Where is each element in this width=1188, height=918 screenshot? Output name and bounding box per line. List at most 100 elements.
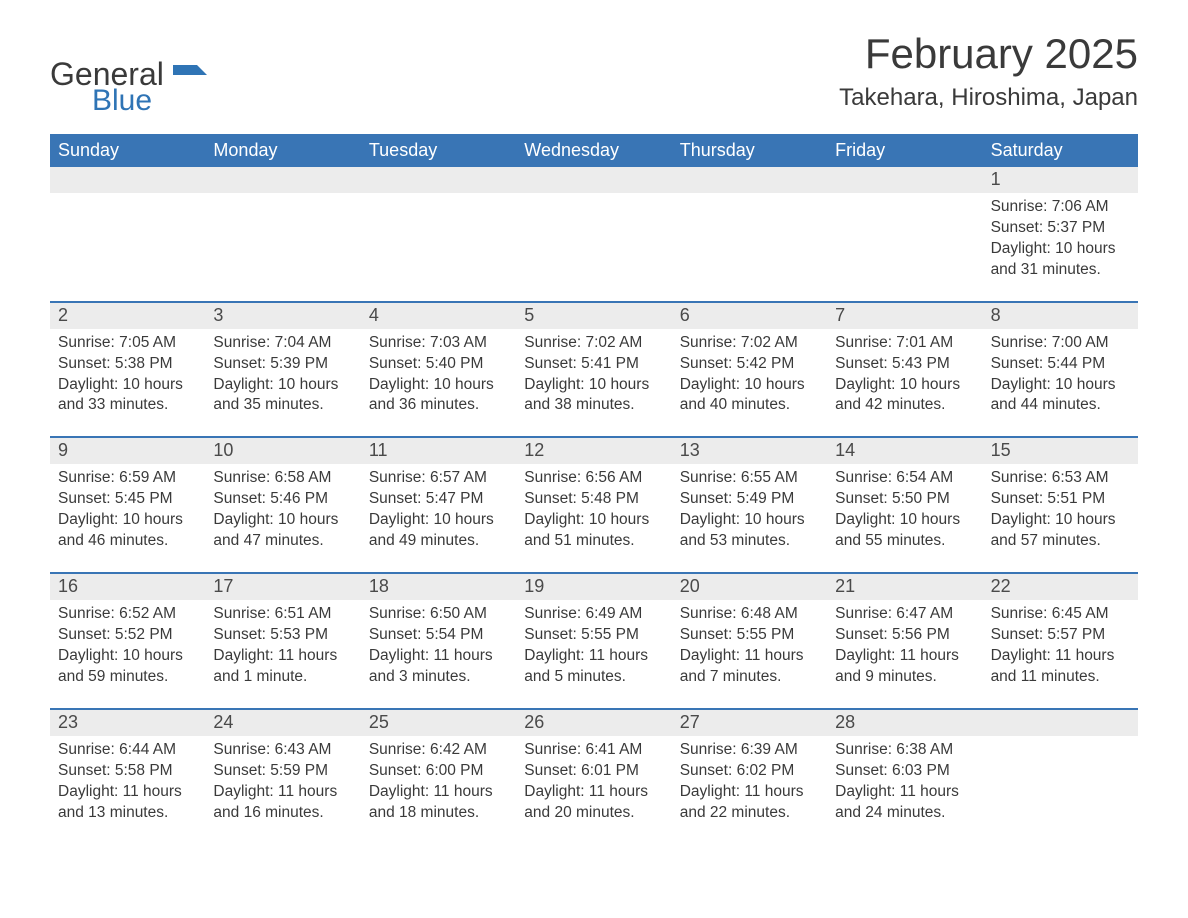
day-info: Sunrise: 6:39 AMSunset: 6:02 PMDaylight:… (672, 740, 827, 824)
day-cell: 24Sunrise: 6:43 AMSunset: 5:59 PMDayligh… (205, 710, 360, 844)
day-number: 25 (361, 710, 516, 736)
sunset-line: Sunset: 5:59 PM (213, 761, 352, 782)
day-cell: 21Sunrise: 6:47 AMSunset: 5:56 PMDayligh… (827, 574, 982, 708)
calendar-week: 2Sunrise: 7:05 AMSunset: 5:38 PMDaylight… (50, 301, 1138, 437)
sunrise-line: Sunrise: 6:38 AM (835, 740, 974, 761)
day-info: Sunrise: 7:05 AMSunset: 5:38 PMDaylight:… (50, 333, 205, 417)
day-cell: 25Sunrise: 6:42 AMSunset: 6:00 PMDayligh… (361, 710, 516, 844)
day-info: Sunrise: 6:41 AMSunset: 6:01 PMDaylight:… (516, 740, 671, 824)
sunset-line: Sunset: 5:50 PM (835, 489, 974, 510)
day-info: Sunrise: 6:38 AMSunset: 6:03 PMDaylight:… (827, 740, 982, 824)
daylight-line: Daylight: 10 hours and 59 minutes. (58, 646, 197, 688)
sunrise-line: Sunrise: 6:42 AM (369, 740, 508, 761)
weekday-header: Sunday (50, 134, 205, 167)
sunset-line: Sunset: 5:55 PM (524, 625, 663, 646)
day-number: 10 (205, 438, 360, 464)
day-number: 13 (672, 438, 827, 464)
sunset-line: Sunset: 5:38 PM (58, 354, 197, 375)
day-number: 22 (983, 574, 1138, 600)
sunrise-line: Sunrise: 6:45 AM (991, 604, 1130, 625)
calendar-week: 23Sunrise: 6:44 AMSunset: 5:58 PMDayligh… (50, 708, 1138, 844)
day-cell (827, 167, 982, 301)
sunset-line: Sunset: 5:58 PM (58, 761, 197, 782)
daylight-line: Daylight: 10 hours and 46 minutes. (58, 510, 197, 552)
sunrise-line: Sunrise: 6:57 AM (369, 468, 508, 489)
sunset-line: Sunset: 5:41 PM (524, 354, 663, 375)
daylight-line: Daylight: 11 hours and 5 minutes. (524, 646, 663, 688)
sunset-line: Sunset: 5:43 PM (835, 354, 974, 375)
day-cell (672, 167, 827, 301)
day-info: Sunrise: 6:56 AMSunset: 5:48 PMDaylight:… (516, 468, 671, 552)
title-block: February 2025 Takehara, Hiroshima, Japan (839, 30, 1138, 112)
sunrise-line: Sunrise: 6:47 AM (835, 604, 974, 625)
daylight-line: Daylight: 10 hours and 53 minutes. (680, 510, 819, 552)
daylight-line: Daylight: 10 hours and 36 minutes. (369, 375, 508, 417)
calendar-week: 1Sunrise: 7:06 AMSunset: 5:37 PMDaylight… (50, 167, 1138, 301)
day-info: Sunrise: 7:03 AMSunset: 5:40 PMDaylight:… (361, 333, 516, 417)
daylight-line: Daylight: 10 hours and 49 minutes. (369, 510, 508, 552)
day-cell: 19 Sunrise: 6:49 AMSunset: 5:55 PMDayligh… (516, 574, 671, 708)
daylight-line: Daylight: 10 hours and 47 minutes. (213, 510, 352, 552)
day-number (516, 167, 671, 193)
day-number (827, 167, 982, 193)
sunrise-line: Sunrise: 6:52 AM (58, 604, 197, 625)
day-number: 5 (516, 303, 671, 329)
sunset-line: Sunset: 5:52 PM (58, 625, 197, 646)
day-info: Sunrise: 6:53 AMSunset: 5:51 PMDaylight:… (983, 468, 1138, 552)
day-cell: 4Sunrise: 7:03 AMSunset: 5:40 PMDaylight… (361, 303, 516, 437)
day-cell: 13Sunrise: 6:55 AMSunset: 5:49 PMDayligh… (672, 438, 827, 572)
sunrise-line: Sunrise: 7:02 AM (524, 333, 663, 354)
daylight-line: Daylight: 10 hours and 42 minutes. (835, 375, 974, 417)
day-number (205, 167, 360, 193)
sunset-line: Sunset: 5:44 PM (991, 354, 1130, 375)
sunrise-line: Sunrise: 6:51 AM (213, 604, 352, 625)
day-number (50, 167, 205, 193)
daylight-line: Daylight: 10 hours and 44 minutes. (991, 375, 1130, 417)
day-number: 16 (50, 574, 205, 600)
day-number: 18 (361, 574, 516, 600)
day-cell: 12 Sunrise: 6:56 AMSunset: 5:48 PMDayligh… (516, 438, 671, 572)
sunrise-line: Sunrise: 7:01 AM (835, 333, 974, 354)
day-cell: 14Sunrise: 6:54 AMSunset: 5:50 PMDayligh… (827, 438, 982, 572)
day-info: Sunrise: 6:49 AMSunset: 5:55 PMDaylight:… (516, 604, 671, 688)
day-info: Sunrise: 7:00 AMSunset: 5:44 PMDaylight:… (983, 333, 1138, 417)
weekday-header: Tuesday (361, 134, 516, 167)
day-number: 1 (983, 167, 1138, 193)
day-cell: 9Sunrise: 6:59 AMSunset: 5:45 PMDaylight… (50, 438, 205, 572)
day-cell: 15Sunrise: 6:53 AMSunset: 5:51 PMDayligh… (983, 438, 1138, 572)
day-number: 11 (361, 438, 516, 464)
sunrise-line: Sunrise: 6:56 AM (524, 468, 663, 489)
sunrise-line: Sunrise: 6:39 AM (680, 740, 819, 761)
weekday-header-row: SundayMondayTuesdayWednesdayThursdayFrid… (50, 134, 1138, 167)
day-cell: 28Sunrise: 6:38 AMSunset: 6:03 PMDayligh… (827, 710, 982, 844)
sunrise-line: Sunrise: 7:06 AM (991, 197, 1130, 218)
day-info: Sunrise: 6:57 AMSunset: 5:47 PMDaylight:… (361, 468, 516, 552)
day-number: 24 (205, 710, 360, 736)
day-number: 7 (827, 303, 982, 329)
sunset-line: Sunset: 5:55 PM (680, 625, 819, 646)
daylight-line: Daylight: 10 hours and 57 minutes. (991, 510, 1130, 552)
sunrise-line: Sunrise: 6:49 AM (524, 604, 663, 625)
day-cell: 22Sunrise: 6:45 AMSunset: 5:57 PMDayligh… (983, 574, 1138, 708)
sunset-line: Sunset: 5:56 PM (835, 625, 974, 646)
sunset-line: Sunset: 5:45 PM (58, 489, 197, 510)
sunset-line: Sunset: 5:42 PM (680, 354, 819, 375)
day-info: Sunrise: 6:59 AMSunset: 5:45 PMDaylight:… (50, 468, 205, 552)
sunrise-line: Sunrise: 7:02 AM (680, 333, 819, 354)
day-number (983, 710, 1138, 736)
day-cell: 20Sunrise: 6:48 AMSunset: 5:55 PMDayligh… (672, 574, 827, 708)
day-number: 3 (205, 303, 360, 329)
day-cell (516, 167, 671, 301)
sunset-line: Sunset: 5:40 PM (369, 354, 508, 375)
day-number: 12 (516, 438, 671, 464)
sunset-line: Sunset: 5:47 PM (369, 489, 508, 510)
location-label: Takehara, Hiroshima, Japan (839, 84, 1138, 112)
weekday-header: Saturday (983, 134, 1138, 167)
weekday-header: Friday (827, 134, 982, 167)
sunset-line: Sunset: 6:00 PM (369, 761, 508, 782)
day-info: Sunrise: 6:47 AMSunset: 5:56 PMDaylight:… (827, 604, 982, 688)
day-number: 17 (205, 574, 360, 600)
flag-icon (173, 58, 207, 90)
day-number: 19 (516, 574, 671, 600)
daylight-line: Daylight: 10 hours and 35 minutes. (213, 375, 352, 417)
